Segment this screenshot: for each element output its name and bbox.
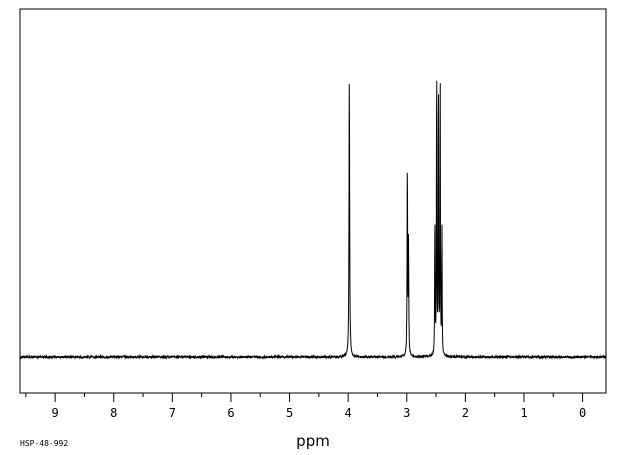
tick-label: 2 [462, 406, 469, 420]
spectrum-line [19, 80, 607, 360]
plot-frame [19, 8, 607, 394]
tick-label: 8 [110, 406, 117, 420]
tick-label: 3 [403, 406, 410, 420]
tick-label: 9 [52, 406, 59, 420]
x-axis-tick-labels: 9 8 7 6 5 4 3 2 1 0 [52, 406, 587, 420]
tick-label: 6 [227, 406, 234, 420]
tick-label: 7 [169, 406, 176, 420]
x-axis-ticks [25, 393, 584, 402]
tick-label: 0 [579, 406, 586, 420]
tick-label: 4 [345, 406, 352, 420]
tick-label: 1 [520, 406, 527, 420]
tick-label: 5 [286, 406, 293, 420]
sample-code-label: HSP-48-992 [20, 439, 68, 448]
x-axis-label: ppm [296, 432, 330, 450]
